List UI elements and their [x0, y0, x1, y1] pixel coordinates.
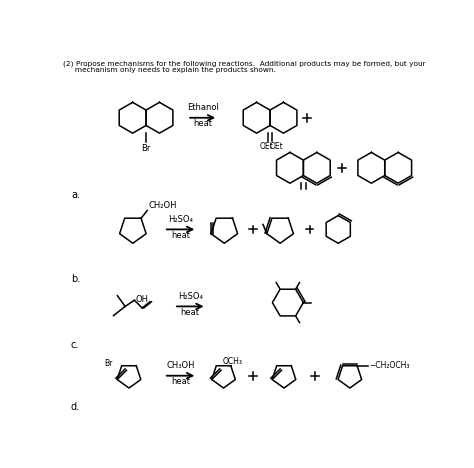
Text: heat: heat: [171, 377, 190, 386]
Text: c.: c.: [71, 340, 79, 350]
Text: OCH₃: OCH₃: [223, 358, 243, 366]
Text: heat: heat: [181, 308, 200, 317]
Text: Br: Br: [141, 144, 151, 153]
Text: a.: a.: [71, 190, 80, 200]
Text: mechanism only needs to explain the products shown.: mechanism only needs to explain the prod…: [63, 67, 276, 73]
Text: OEt: OEt: [269, 142, 283, 152]
Text: CH₂OH: CH₂OH: [148, 201, 176, 210]
Text: OH: OH: [136, 295, 149, 304]
Text: Ethanol: Ethanol: [187, 102, 219, 111]
Text: Br: Br: [104, 359, 112, 368]
Text: CH₃OH: CH₃OH: [166, 361, 195, 370]
Text: H₂SO₄: H₂SO₄: [178, 292, 203, 301]
Text: heat: heat: [171, 231, 190, 240]
Text: −CH₂OCH₃: −CH₂OCH₃: [369, 361, 409, 370]
Text: H₂SO₄: H₂SO₄: [168, 215, 193, 224]
Text: (2) Propose mechanisms for the following reactions.  Additional products may be : (2) Propose mechanisms for the following…: [63, 60, 426, 66]
Text: d.: d.: [71, 402, 80, 411]
Text: b.: b.: [71, 274, 80, 285]
Text: heat: heat: [193, 119, 212, 128]
Text: OEt: OEt: [259, 142, 273, 152]
